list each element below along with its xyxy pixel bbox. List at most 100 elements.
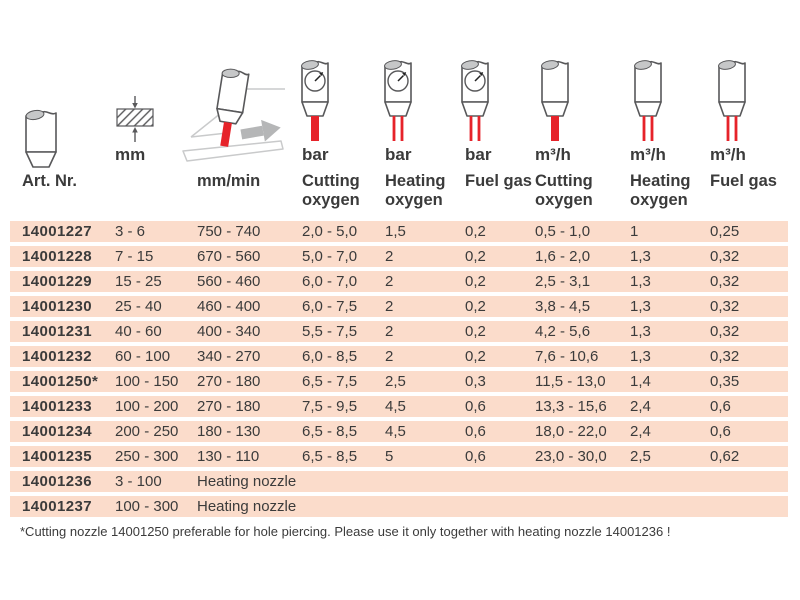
footnote: *Cutting nozzle 14001250 preferable for … [20,524,671,539]
table-header: Art. Nr. mm mm/min bar Cutting oxygen bar Heat… [10,0,788,218]
column-header-cutting-oxygen-m3h: m³/h Cutting oxygen [533,0,628,218]
cell-cutting-oxygen-m3h: 7,6 - 10,6 [535,348,599,365]
table-row: 14001234 200 - 250 180 - 130 6,5 - 8,5 4,5 0,… [10,421,788,442]
cell-fuel-gas-bar: 0,2 [465,323,486,340]
column-header-fuel-gas-bar: bar Fuel gas [461,0,533,218]
cell-mm: 100 - 150 [115,373,179,390]
cell-art-nr: 14001230 [22,298,92,315]
cell-mm: 40 - 60 [115,323,162,340]
column-header-cutting-oxygen-bar: bar Cutting oxygen [300,0,383,218]
column-name: Art. Nr. [22,172,78,190]
cutting-speed-icon [181,61,300,162]
column-header-fuel-gas-m3h: m³/h Fuel gas [708,0,788,218]
cell-cutting-oxygen-bar: 5,0 - 7,0 [302,248,358,265]
cell-art-nr: 14001233 [22,398,92,415]
cell-art-nr: 14001229 [22,273,92,290]
column-unit: m³/h [710,145,746,164]
cell-heating-oxygen-bar: 4,5 [385,423,406,440]
table-row: 14001232 60 - 100 340 - 270 6,0 - 8,5 2 0,2 7,… [10,346,788,367]
cell-art-nr: 14001227 [22,223,92,240]
table-row: 14001235 250 - 300 130 - 110 6,5 - 8,5 5 0,6 2… [10,446,788,467]
cell-heating-oxygen-bar: 2 [385,323,394,340]
cell-fuel-gas-bar: 0,2 [465,298,486,315]
cell-mm: 15 - 25 [115,273,162,290]
nozzle-double-jet-icon [712,57,788,143]
cell-mm: 25 - 40 [115,298,162,315]
column-header-art-nr: Art. Nr. [10,0,112,218]
cell-mm: 3 - 100 [115,473,162,490]
table-row: 14001228 7 - 15 670 - 560 5,0 - 7,0 2 0,2 1,6 … [10,246,788,267]
column-unit [195,143,300,169]
table-row: 14001229 15 - 25 560 - 460 6,0 - 7,0 2 0,2 2,5… [10,271,788,292]
cell-cutting-oxygen-bar: 6,0 - 8,5 [302,348,358,365]
cell-cutting-oxygen-m3h: 0,5 - 1,0 [535,223,591,240]
cell-fuel-gas-bar: 0,2 [465,273,486,290]
column-unit: bar [385,145,412,164]
cell-cutting-oxygen-m3h: 3,8 - 4,5 [535,298,591,315]
cell-mm-min: 560 - 460 [197,273,261,290]
table-row: 14001231 40 - 60 400 - 340 5,5 - 7,5 2 0,2 4,2… [10,321,788,342]
cell-art-nr: 14001232 [22,348,92,365]
cell-mm: 100 - 300 [115,498,179,515]
cell-art-nr: 14001235 [22,448,92,465]
cell-cutting-oxygen-bar: 6,5 - 8,5 [302,448,358,465]
cell-mm-min: 340 - 270 [197,348,261,365]
column-name: Cutting oxygen [535,172,593,209]
column-name: Cutting oxygen [302,172,360,209]
cell-heating-oxygen-bar: 2 [385,273,394,290]
cell-fuel-gas-m3h: 0,32 [710,298,740,315]
cell-heating-oxygen-m3h: 2,5 [630,448,651,465]
table-row: 14001230 25 - 40 460 - 400 6,0 - 7,5 2 0,2 3,8… [10,296,788,317]
cell-mm-min: 270 - 180 [197,398,261,415]
cell-art-nr: 14001231 [22,323,92,340]
table-row: 14001250* 100 - 150 270 - 180 6,5 - 7,5 2,5 0… [10,371,788,392]
column-unit: m³/h [535,145,571,164]
cell-cutting-oxygen-bar: 7,5 - 9,5 [302,398,358,415]
cell-heating-oxygen-bar: 1,5 [385,223,406,240]
cell-mm-min: 460 - 400 [197,298,261,315]
cell-heating-oxygen-bar: 2,5 [385,373,406,390]
table-body: 14001227 3 - 6 750 - 740 2,0 - 5,0 1,5 0,2 0,5… [10,221,788,517]
cell-mm: 60 - 100 [115,348,171,365]
column-header-heating-oxygen-m3h: m³/h Heating oxygen [628,0,708,218]
table-row: 14001233 100 - 200 270 - 180 7,5 - 9,5 4,5 0,… [10,396,788,417]
cell-heating-oxygen-bar: 4,5 [385,398,406,415]
cell-heating-oxygen-bar: 2 [385,298,394,315]
cell-art-nr: 14001234 [22,423,92,440]
cell-mm-min: 180 - 130 [197,423,261,440]
cell-cutting-oxygen-bar: 6,0 - 7,0 [302,273,358,290]
cell-fuel-gas-m3h: 0,25 [710,223,740,240]
cell-heating-oxygen-m3h: 1,3 [630,298,651,315]
cell-heating-oxygen-m3h: 1,3 [630,273,651,290]
cell-mm: 3 - 6 [115,223,146,240]
cell-heating-oxygen-m3h: 1,3 [630,248,651,265]
cell-fuel-gas-m3h: 0,35 [710,373,740,390]
column-name [112,169,195,218]
cell-fuel-gas-bar: 0,6 [465,398,486,415]
cell-cutting-oxygen-bar: 6,5 - 8,5 [302,423,358,440]
column-unit [10,143,112,169]
cell-mm: 200 - 250 [115,423,179,440]
cell-fuel-gas-m3h: 0,32 [710,248,740,265]
cell-mm-min: 750 - 740 [197,223,261,240]
column-unit: bar [302,145,329,164]
cell-fuel-gas-m3h: 0,6 [710,398,731,415]
column-name: mm/min [197,172,261,190]
cell-cutting-oxygen-m3h: 18,0 - 22,0 [535,423,607,440]
cell-cutting-oxygen-bar: 5,5 - 7,5 [302,323,358,340]
cell-cutting-oxygen-m3h: 23,0 - 30,0 [535,448,607,465]
table-row: 14001236 3 - 100 Heating nozzle [10,471,788,492]
cell-heating-oxygen-m3h: 1,3 [630,348,651,365]
column-name: Heating oxygen [385,172,446,209]
cell-mm: 7 - 15 [115,248,154,265]
table-row: 14001237 100 - 300 Heating nozzle [10,496,788,517]
cell-fuel-gas-bar: 0,6 [465,423,486,440]
cell-mm: 250 - 300 [115,448,179,465]
nozzle-plain-icon [18,106,112,168]
cell-mm-min: 270 - 180 [197,373,261,390]
cell-cutting-oxygen-m3h: 11,5 - 13,0 [535,373,606,390]
cell-mm: 100 - 200 [115,398,179,415]
cell-heating-oxygen-bar: 5 [385,448,394,465]
nozzle-single-jet-icon [535,57,628,143]
